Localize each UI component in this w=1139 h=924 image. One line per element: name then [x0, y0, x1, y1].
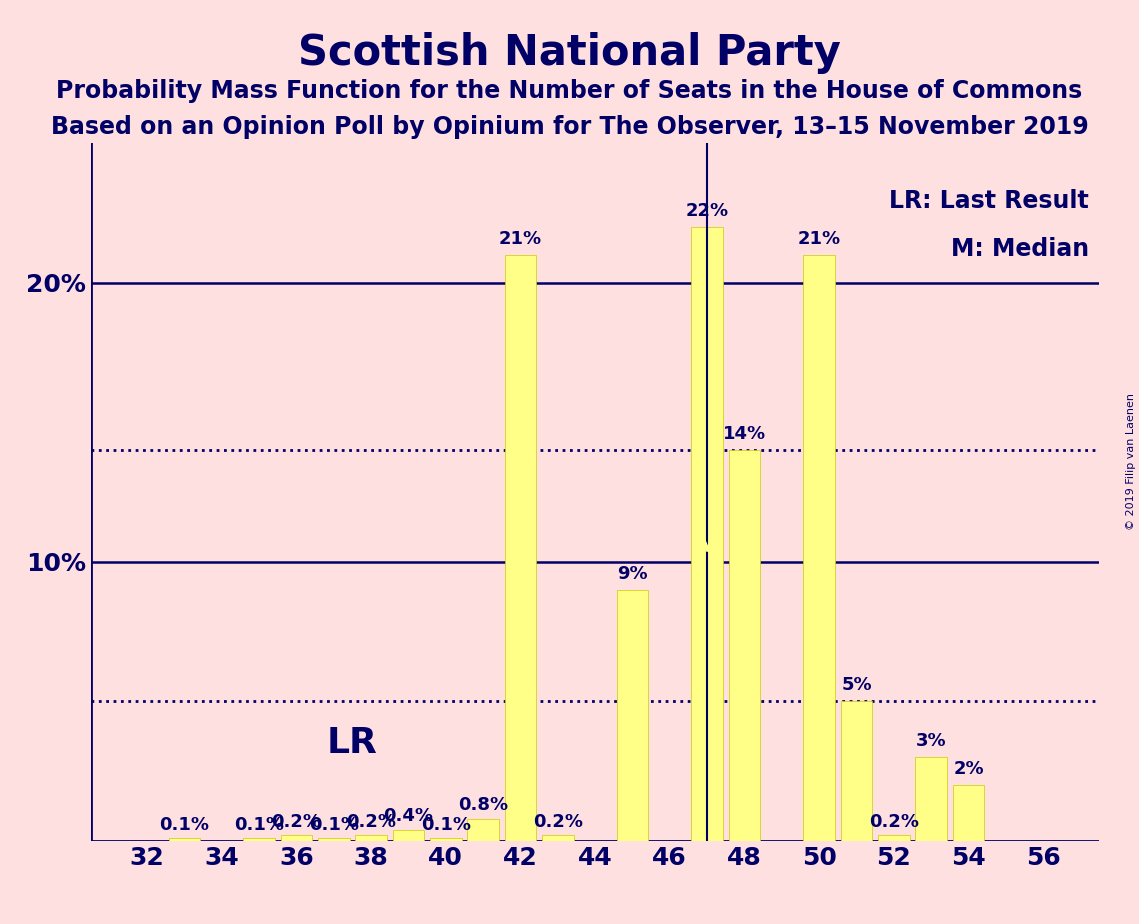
Text: © 2019 Filip van Laenen: © 2019 Filip van Laenen	[1126, 394, 1136, 530]
Text: 0.2%: 0.2%	[346, 813, 396, 831]
Text: 5%: 5%	[842, 676, 871, 694]
Bar	[878, 835, 910, 841]
Text: LR: Last Result: LR: Last Result	[890, 188, 1089, 213]
Bar	[952, 785, 984, 841]
Text: 0.1%: 0.1%	[420, 816, 470, 833]
Text: 0.1%: 0.1%	[309, 816, 359, 833]
Text: 0.2%: 0.2%	[533, 813, 583, 831]
Text: 0.1%: 0.1%	[159, 816, 210, 833]
Bar	[467, 819, 499, 841]
Bar	[505, 255, 536, 841]
Bar	[280, 835, 312, 841]
Bar	[916, 757, 947, 841]
Bar	[803, 255, 835, 841]
Text: 2%: 2%	[953, 760, 984, 778]
Bar	[393, 830, 425, 841]
Bar	[691, 227, 723, 841]
Text: M: Median: M: Median	[951, 237, 1089, 261]
Bar	[542, 835, 574, 841]
Bar	[429, 838, 461, 841]
Text: 14%: 14%	[723, 425, 767, 444]
Text: 0.8%: 0.8%	[458, 796, 508, 814]
Bar	[729, 450, 761, 841]
Text: 21%: 21%	[797, 230, 841, 248]
Text: Probability Mass Function for the Number of Seats in the House of Commons: Probability Mass Function for the Number…	[56, 79, 1083, 103]
Bar	[616, 590, 648, 841]
Text: LR: LR	[327, 726, 378, 760]
Text: 0.2%: 0.2%	[271, 813, 321, 831]
Text: 3%: 3%	[916, 732, 947, 750]
Text: 21%: 21%	[499, 230, 542, 248]
Text: 9%: 9%	[617, 565, 648, 583]
Text: Scottish National Party: Scottish National Party	[298, 32, 841, 74]
Text: M: M	[691, 533, 722, 563]
Text: 0.4%: 0.4%	[384, 808, 434, 825]
Bar	[244, 838, 274, 841]
Bar	[841, 701, 872, 841]
Text: 22%: 22%	[686, 202, 729, 220]
Bar	[355, 835, 387, 841]
Text: 0.1%: 0.1%	[235, 816, 284, 833]
Bar	[318, 838, 350, 841]
Text: Based on an Opinion Poll by Opinium for The Observer, 13–15 November 2019: Based on an Opinion Poll by Opinium for …	[50, 115, 1089, 139]
Text: 0.2%: 0.2%	[869, 813, 919, 831]
Bar	[169, 838, 200, 841]
